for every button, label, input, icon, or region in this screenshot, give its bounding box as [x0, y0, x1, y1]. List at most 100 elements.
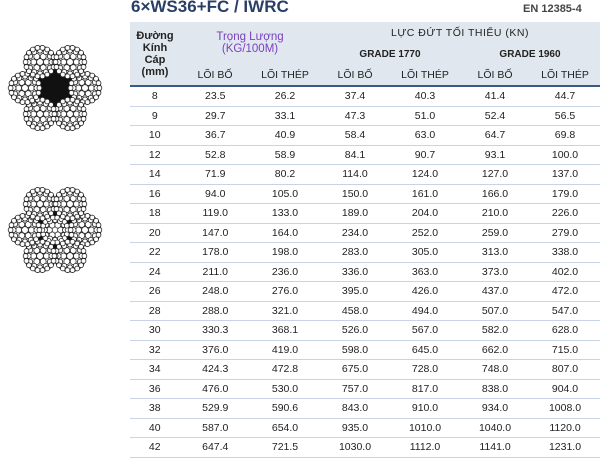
- diameter-cell: 14: [130, 164, 181, 185]
- diameter-cell: 20: [130, 223, 181, 243]
- cell: 904.0: [530, 379, 600, 399]
- cell: 472.0: [530, 281, 600, 302]
- rope-wire: [73, 200, 80, 208]
- rope-wire: [26, 120, 32, 127]
- rope-wire: [59, 188, 66, 195]
- table-row: 18 119.0 133.0 189.0 204.0 210.0 226.0: [130, 203, 600, 224]
- cell: 476.0: [180, 379, 250, 399]
- rope-wire: [29, 71, 36, 78]
- rope-wire: [39, 238, 46, 245]
- rope-wire: [89, 214, 95, 221]
- cell: 90.7: [390, 145, 460, 165]
- rope-wire: [36, 227, 43, 233]
- cell: 590.6: [250, 398, 320, 419]
- rope-wire: [26, 68, 32, 75]
- table-row: 28 288.0 321.0 458.0 494.0 507.0 547.0: [130, 301, 600, 321]
- rope-wire: [50, 258, 57, 264]
- rope-wire: [69, 238, 76, 245]
- rope-wire: [93, 217, 99, 224]
- rope-wire: [35, 80, 42, 86]
- rope-wire: [59, 213, 66, 220]
- table-row: 16 94.0 105.0 150.0 161.0 166.0 179.0: [130, 184, 600, 204]
- cell: 80.2: [250, 164, 320, 185]
- rope-wire: [34, 187, 41, 193]
- header-line: Kính: [142, 41, 168, 54]
- diameter-cell: 42: [130, 437, 181, 458]
- rope-wire: [19, 99, 26, 105]
- grade-header: GRADE 1960: [460, 44, 600, 64]
- rope-wire: [19, 71, 26, 77]
- rope-wire: [39, 45, 46, 51]
- cell: 44.7: [530, 86, 600, 107]
- rope-wire: [95, 232, 102, 238]
- cell: 419.0: [250, 340, 320, 360]
- cell: 189.0: [320, 203, 390, 224]
- rope-wire: [74, 123, 80, 130]
- rope-wire: [8, 222, 15, 228]
- rope-wire: [69, 45, 76, 51]
- rope-wire: [51, 111, 58, 117]
- rope-wire: [23, 196, 30, 202]
- rope-wire: [39, 73, 46, 80]
- cell: 1010.0: [390, 418, 460, 438]
- rope-wire: [48, 49, 54, 56]
- rope-wire: [29, 97, 36, 104]
- cell: 654.0: [250, 418, 320, 438]
- cell: 178.0: [180, 242, 250, 263]
- rope-wire: [69, 73, 76, 80]
- rope-wire: [19, 241, 26, 247]
- rope-wire: [64, 125, 71, 131]
- rope-wire: [81, 253, 88, 259]
- header-line: (KG/100M): [221, 43, 279, 55]
- diameter-cell: 30: [130, 320, 181, 341]
- cell: 119.0: [180, 203, 250, 224]
- rope-wire: [78, 120, 84, 127]
- cell: 582.0: [460, 320, 530, 341]
- cell: 935.0: [320, 418, 390, 438]
- cell: 458.0: [320, 301, 390, 321]
- rope-wire: [48, 101, 54, 108]
- cell: 283.0: [320, 242, 390, 263]
- table-row: 40 587.0 654.0 935.0 1010.0 1040.0 1120.0: [130, 418, 600, 438]
- rope-wire: [64, 96, 71, 103]
- cell: 33.1: [250, 106, 320, 126]
- rope-wire: [44, 71, 50, 78]
- rope-wire: [74, 46, 80, 53]
- rope-wire: [14, 72, 21, 79]
- cell: 161.0: [390, 184, 460, 204]
- table-row: 10 36.7 40.9 58.4 63.0 64.7 69.8: [130, 125, 600, 146]
- cell: 336.0: [320, 262, 390, 282]
- cell: 147.0: [180, 223, 250, 243]
- cell: 26.2: [250, 86, 320, 107]
- diameter-cell: 34: [130, 359, 181, 380]
- rope-wire: [95, 222, 102, 228]
- cell: 376.0: [180, 340, 250, 360]
- rope-wire: [7, 227, 14, 233]
- rope-wire: [34, 125, 41, 131]
- table-row: 8 23.5 26.2 37.4 40.3 41.4 44.7: [130, 86, 600, 107]
- rope-wire: [81, 201, 88, 207]
- rope-wire: [78, 262, 84, 269]
- cell: 288.0: [180, 301, 250, 321]
- rope-wire: [67, 227, 74, 233]
- rope-wire: [29, 213, 36, 220]
- table-row: 32 376.0 419.0 598.0 645.0 662.0 715.0: [130, 340, 600, 360]
- cell: 662.0: [460, 340, 530, 360]
- rope-wire: [34, 73, 41, 80]
- cell: 41.4: [460, 86, 530, 107]
- diameter-cell: 38: [130, 398, 181, 419]
- cell: 1040.0: [460, 418, 530, 438]
- cell: 313.0: [460, 242, 530, 263]
- rope-wire: [11, 94, 17, 101]
- rope-wire: [48, 262, 54, 269]
- rope-wire: [53, 64, 60, 70]
- rope-wire: [39, 187, 46, 193]
- cell: 494.0: [390, 301, 460, 321]
- rope-wire: [29, 46, 36, 53]
- rope-wire: [84, 71, 91, 77]
- rope-wire: [14, 97, 21, 104]
- diameter-cell: 8: [130, 86, 181, 107]
- standard: EN 12385-4: [523, 3, 582, 15]
- rope-wire: [34, 45, 41, 51]
- table-row: 42 647.4 721.5 1030.0 1112.0 1141.0 1231.0: [130, 437, 600, 458]
